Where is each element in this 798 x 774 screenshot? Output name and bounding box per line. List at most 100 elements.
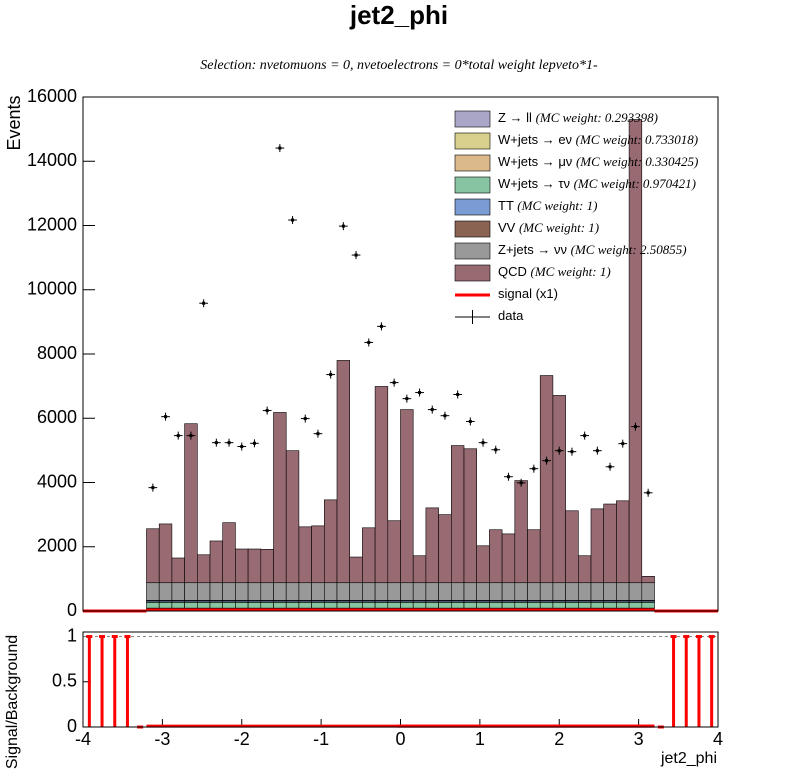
stack-bar (450, 445, 465, 584)
stack-bar (247, 548, 262, 584)
stack-bar (501, 602, 516, 609)
legend-entry: W+jets → μν (MC weight: 0.330425) (498, 154, 698, 169)
stack-bar (476, 582, 490, 601)
stack-bar (235, 602, 249, 609)
stack-bar (603, 503, 617, 584)
legend-entry: W+jets → τν (MC weight: 0.970421) (498, 176, 696, 191)
data-point (468, 419, 472, 423)
legend-entry: data (498, 308, 524, 323)
data-point (456, 392, 460, 396)
data-point (329, 373, 333, 377)
stack-bar (641, 576, 655, 584)
data-point (621, 442, 625, 446)
stack-bar (476, 602, 490, 609)
stack-bar (527, 529, 541, 584)
stack-bar (628, 119, 643, 584)
stack-bar (197, 554, 211, 584)
stack-bar (603, 602, 617, 609)
data-point (164, 415, 168, 419)
y-tick-label: 1 (67, 625, 77, 645)
y-tick-label: 8000 (37, 343, 77, 363)
stack-bar (323, 582, 338, 601)
data-point (595, 449, 599, 453)
stack-bar (514, 480, 528, 584)
stack-bar (577, 602, 592, 609)
data-point (646, 491, 650, 495)
stack-bar (565, 602, 579, 609)
x-tick-label: 0 (395, 729, 405, 749)
stack-bar (400, 582, 414, 601)
data-point (265, 409, 269, 413)
stack-bar (628, 582, 643, 601)
data-point (405, 397, 409, 401)
stack-bar (298, 582, 312, 601)
legend-entry: QCD (MC weight: 1) (498, 264, 611, 279)
stack-bar (463, 582, 477, 601)
data-point (532, 467, 536, 471)
stack-bar (412, 582, 427, 601)
legend-note: (MC weight: 0.733018) (576, 132, 698, 147)
stack-bar (463, 448, 477, 584)
stack-bar (362, 527, 376, 584)
stack-bar (438, 582, 452, 601)
stack-bar (552, 602, 566, 609)
legend-swatch (454, 198, 491, 216)
stack-bar (349, 602, 363, 609)
y-tick-label: 0 (67, 716, 77, 736)
stack-bar (463, 602, 477, 609)
legend-label: W+jets → eν (498, 132, 572, 147)
stack-bar (362, 602, 376, 609)
stack-bar (476, 545, 490, 584)
data-point (367, 340, 371, 344)
data-point (583, 434, 587, 438)
stack-bar (336, 602, 350, 609)
legend-entry: Z+jets → νν (MC weight: 2.50855) (498, 242, 687, 257)
legend-note: (MC weight: 1) (517, 198, 597, 213)
stack-bar (349, 556, 363, 584)
legend-label: W+jets → μν (498, 154, 572, 169)
stack-bar (590, 602, 604, 609)
stack-bar (336, 360, 350, 584)
y-tick-label: 0 (67, 600, 77, 620)
legend-label: W+jets → τν (498, 176, 570, 191)
legend-swatch (454, 220, 491, 238)
legend-swatch (454, 132, 491, 150)
stack-bar (577, 555, 592, 584)
chart-subtitle: Selection: nvetomuons = 0, nvetoelectron… (200, 58, 598, 73)
y-tick-label: 0.5 (52, 671, 77, 691)
stack-bar (273, 602, 287, 609)
stack-bar (222, 602, 236, 609)
stack-bar (616, 500, 630, 584)
stack-bar (374, 602, 389, 609)
data-point (481, 441, 485, 445)
stack-bar (387, 520, 401, 584)
stack-bar (197, 582, 211, 601)
stack-bar (552, 395, 566, 584)
x-tick-label: 3 (634, 729, 644, 749)
stack-bar (235, 582, 249, 601)
stack-bar (349, 582, 363, 601)
stack-bar (260, 582, 274, 601)
stack-bar (184, 423, 198, 584)
data-point (291, 218, 295, 222)
stack-bar (616, 602, 630, 609)
stack-bar (527, 602, 541, 609)
legend-note: (MC weight: 0.970421) (574, 176, 696, 191)
data-point (557, 449, 561, 453)
legend-swatch (454, 154, 491, 172)
y-tick-label: 2000 (37, 536, 77, 556)
stack-bar (400, 602, 414, 609)
legend-swatch (454, 242, 491, 260)
y-tick-label: 4000 (37, 471, 77, 491)
stack-bar (450, 602, 465, 609)
stack-bar (209, 540, 223, 584)
stack-bar (146, 582, 160, 601)
stack-bar (171, 582, 185, 601)
stack-bar (158, 602, 173, 609)
data-point (443, 414, 447, 418)
stack-bar (158, 523, 173, 584)
stack-bar (412, 555, 427, 584)
stack-bar (514, 582, 528, 601)
legend-entry: W+jets → eν (MC weight: 0.733018) (498, 132, 698, 147)
